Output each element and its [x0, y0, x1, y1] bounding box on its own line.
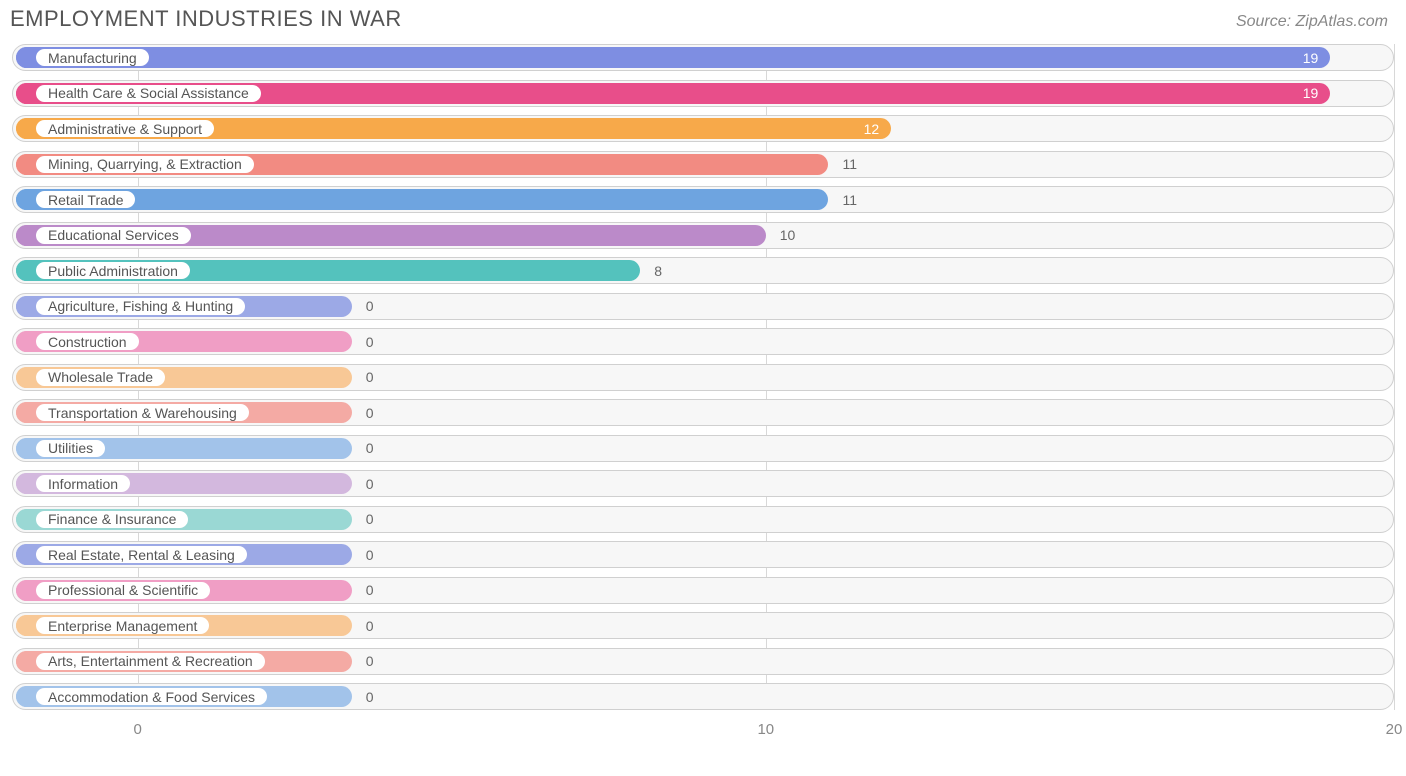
bar-row: Wholesale Trade 0	[12, 364, 1394, 391]
bar-fill	[16, 189, 828, 210]
bar-cap	[16, 47, 37, 68]
x-tick: 10	[757, 721, 774, 738]
bar-label: Real Estate, Rental & Leasing	[35, 545, 248, 564]
bar-cap	[16, 367, 37, 388]
plot-area: Manufacturing19Health Care & Social Assi…	[12, 44, 1394, 710]
bar-label: Wholesale Trade	[35, 368, 166, 387]
bar-value: 0	[358, 365, 382, 390]
bar-label: Manufacturing	[35, 48, 150, 67]
bar-cap	[16, 544, 37, 565]
bar-value: 0	[358, 471, 382, 496]
bar-row: Health Care & Social Assistance 19	[12, 80, 1394, 107]
bar-cap	[16, 118, 37, 139]
bar-cap	[16, 686, 37, 707]
bar-chart: Manufacturing19Health Care & Social Assi…	[0, 40, 1406, 747]
bar-value: 0	[358, 329, 382, 354]
bar-label: Agriculture, Fishing & Hunting	[35, 297, 246, 316]
bar-row: Agriculture, Fishing & Hunting 0	[12, 293, 1394, 320]
bar-value: 0	[358, 578, 382, 603]
bar-value: 0	[358, 294, 382, 319]
chart-title: EMPLOYMENT INDUSTRIES IN WAR	[10, 6, 402, 32]
bar-label: Health Care & Social Assistance	[35, 84, 262, 103]
bar-label: Enterprise Management	[35, 616, 210, 635]
bar-row: Accommodation & Food Services 0	[12, 683, 1394, 710]
bar-label: Professional & Scientific	[35, 581, 211, 600]
bar-row: Finance & Insurance 0	[12, 506, 1394, 533]
bar-value: 0	[358, 649, 382, 674]
bar-label: Administrative & Support	[35, 119, 215, 138]
bar-label: Retail Trade	[35, 190, 136, 209]
bar-value: 12	[856, 116, 888, 141]
gridline	[1394, 44, 1395, 710]
bar-row: Transportation & Warehousing 0	[12, 399, 1394, 426]
bar-row: Retail Trade 11	[12, 186, 1394, 213]
bar-value: 8	[646, 258, 670, 283]
bar-cap	[16, 509, 37, 530]
x-tick: 20	[1386, 721, 1403, 738]
bar-cap	[16, 154, 37, 175]
bar-value: 10	[772, 223, 804, 248]
bar-cap	[16, 615, 37, 636]
x-axis: 01020	[12, 719, 1394, 747]
bar-row: Administrative & Support 12	[12, 115, 1394, 142]
bar-cap	[16, 225, 37, 246]
bar-rows: Manufacturing19Health Care & Social Assi…	[12, 44, 1394, 710]
bar-cap	[16, 438, 37, 459]
bar-row: Mining, Quarrying, & Extraction 11	[12, 151, 1394, 178]
bar-row: Public Administration 8	[12, 257, 1394, 284]
bar-cap	[16, 296, 37, 317]
bar-row: Real Estate, Rental & Leasing 0	[12, 541, 1394, 568]
bar-value: 0	[358, 542, 382, 567]
bar-label: Information	[35, 474, 131, 493]
bar-value: 0	[358, 400, 382, 425]
bar-label: Finance & Insurance	[35, 510, 189, 529]
bar-label: Utilities	[35, 439, 106, 458]
bar-label: Construction	[35, 332, 140, 351]
bar-label: Arts, Entertainment & Recreation	[35, 652, 266, 671]
chart-header: EMPLOYMENT INDUSTRIES IN WAR Source: Zip…	[0, 0, 1406, 40]
bar-label: Transportation & Warehousing	[35, 403, 250, 422]
bar-cap	[16, 580, 37, 601]
bar-row: Information 0	[12, 470, 1394, 497]
bar-label: Public Administration	[35, 261, 191, 280]
bar-fill	[16, 47, 1330, 68]
bar-row: Educational Services 10	[12, 222, 1394, 249]
x-tick: 0	[133, 721, 141, 738]
bar-row: Professional & Scientific 0	[12, 577, 1394, 604]
bar-value: 0	[358, 436, 382, 461]
bar-value: 11	[834, 187, 865, 212]
bar-label: Mining, Quarrying, & Extraction	[35, 155, 255, 174]
bar-cap	[16, 402, 37, 423]
bar-value: 0	[358, 507, 382, 532]
bar-label: Accommodation & Food Services	[35, 687, 268, 706]
bar-row: Utilities 0	[12, 435, 1394, 462]
bar-label: Educational Services	[35, 226, 192, 245]
bar-value: 19	[1295, 81, 1327, 106]
bar-value: 0	[358, 684, 382, 709]
bar-cap	[16, 473, 37, 494]
bar-cap	[16, 260, 37, 281]
bar-value: 19	[1295, 45, 1327, 70]
bar-row: Construction 0	[12, 328, 1394, 355]
bar-cap	[16, 83, 37, 104]
bar-row: Arts, Entertainment & Recreation 0	[12, 648, 1394, 675]
bar-value: 0	[358, 613, 382, 638]
bar-cap	[16, 651, 37, 672]
bar-cap	[16, 189, 37, 210]
chart-source: Source: ZipAtlas.com	[1236, 13, 1388, 31]
bar-row: Enterprise Management 0	[12, 612, 1394, 639]
bar-row: Manufacturing 19	[12, 44, 1394, 71]
bar-value: 11	[834, 152, 865, 177]
bar-cap	[16, 331, 37, 352]
